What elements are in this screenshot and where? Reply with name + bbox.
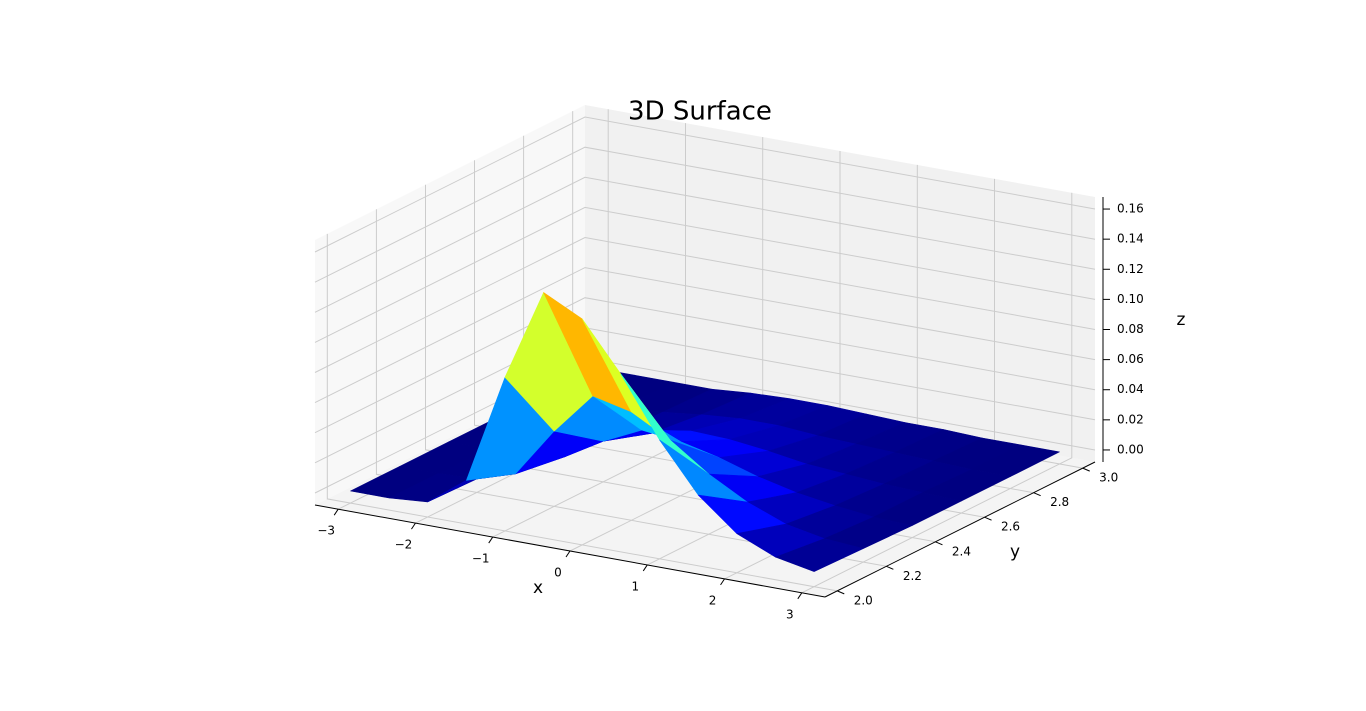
y-tick-label: 2.8 (1050, 495, 1069, 509)
z-tick-label: 0.06 (1117, 352, 1144, 366)
y-tick-mark (1082, 467, 1090, 472)
z-tick-label: 0.08 (1117, 322, 1144, 336)
z-tick-label: 0.04 (1117, 382, 1144, 396)
z-tick-label: 0.10 (1117, 292, 1144, 306)
z-grid-line (314, 267, 1096, 404)
y-tick-label: 2.2 (903, 569, 922, 583)
x-tick-mark (333, 508, 339, 516)
chart-title: 3D Surface (628, 97, 772, 127)
x-grid-line (801, 192, 1073, 594)
y-tick-mark (1033, 492, 1041, 497)
z-grid-line (314, 176, 1096, 313)
x-tick-mark (411, 522, 416, 530)
z-grid-line (314, 116, 1096, 253)
z-tick-label: 0.16 (1117, 202, 1144, 216)
surface-patch (775, 538, 864, 572)
y-tick-label: 3.0 (1099, 471, 1118, 485)
y-tick-label: 2.4 (952, 544, 971, 558)
x-axis-label: x (533, 578, 543, 598)
y-tick-label: 2.6 (1001, 520, 1020, 534)
y-tick-label: 2.0 (854, 593, 873, 607)
y-tick-mark (984, 516, 992, 521)
y-grid-line (326, 233, 838, 592)
x-tick-label: −1 (472, 552, 490, 566)
surface (350, 292, 1060, 572)
z-grid-line (314, 297, 1096, 434)
z-tick-label: 0.02 (1117, 412, 1144, 426)
x-tick-label: 0 (554, 566, 562, 580)
y-tick-mark (935, 541, 943, 546)
z-tick-label: 0.00 (1117, 442, 1144, 456)
y-tick-mark (837, 590, 845, 595)
axes: −3 −2 −1 0 1 2 3 2.0 2.2 2.4 2.6 2.8 3.0 0.00 0.02 0.04… (314, 197, 1144, 621)
y-tick-mark (886, 565, 894, 570)
z-grid-line (314, 236, 1096, 373)
x-tick-label: 3 (786, 607, 794, 621)
x-tick-mark (565, 550, 571, 558)
x-tick-label: −2 (395, 538, 413, 552)
z-tick-label: 0.14 (1117, 232, 1144, 246)
y-grid-line (375, 209, 887, 567)
x-tick-mark (488, 536, 494, 544)
x-tick-mark (720, 578, 725, 586)
y-axis-label: y (1010, 542, 1020, 562)
x-tick-label: 2 (709, 593, 717, 607)
y-axis-line (824, 461, 1096, 598)
x-tick-mark (642, 564, 648, 572)
x-axis-line (314, 504, 826, 598)
z-grid-line (314, 206, 1096, 343)
x-tick-label: 1 (631, 579, 639, 593)
z-grid-line (314, 146, 1096, 283)
z-axis-label: z (1177, 310, 1186, 330)
x-tick-label: −3 (317, 524, 335, 538)
x-tick-mark (797, 592, 803, 600)
z-tick-label: 0.12 (1117, 262, 1144, 276)
